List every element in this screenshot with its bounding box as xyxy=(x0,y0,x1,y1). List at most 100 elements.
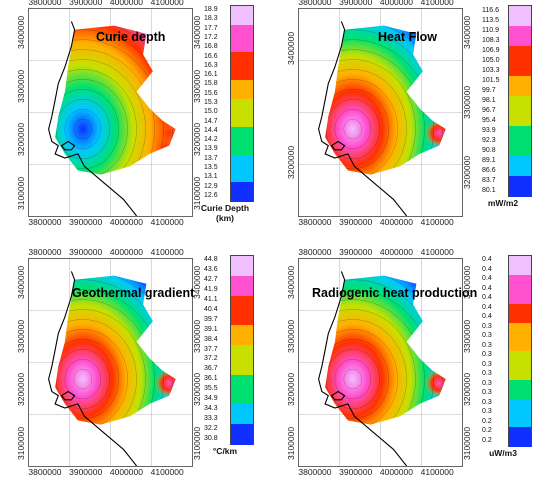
colorbar xyxy=(508,5,532,197)
map-frame xyxy=(298,258,463,467)
x-tick-label-bottom: 4000000 xyxy=(379,217,413,227)
colorbar-band xyxy=(231,61,253,72)
colorbar-band xyxy=(509,15,531,27)
colorbar-band xyxy=(509,36,531,47)
contour-line xyxy=(325,69,407,175)
island-outline xyxy=(330,390,346,401)
contour-line xyxy=(55,319,137,425)
colorbar-label: 15.3 xyxy=(204,99,218,106)
y-tick-label-right: 3400000 xyxy=(462,265,472,299)
contour-line xyxy=(325,49,425,175)
colorbar-band xyxy=(509,398,531,409)
colorbar-band xyxy=(231,394,253,405)
colorbar-band xyxy=(231,315,253,326)
colorbar-band xyxy=(231,275,253,287)
y-tick-label-left: 3400000 xyxy=(16,265,26,299)
contour-line xyxy=(325,29,443,175)
y-tick-label-right: 3300000 xyxy=(462,85,472,120)
y-tick-label-left: 3200000 xyxy=(286,146,296,180)
x-tick-label-bottom: 3800000 xyxy=(298,217,332,227)
colorbar-label: 105.0 xyxy=(482,56,500,64)
contour-line xyxy=(55,49,155,175)
colorbar-label: 103.3 xyxy=(482,66,500,74)
colorbar-band xyxy=(231,33,253,44)
coastline xyxy=(48,21,138,216)
colorbar-label: 86.6 xyxy=(482,166,496,174)
contour-line xyxy=(55,309,146,425)
colorbar-label: 12.9 xyxy=(204,182,218,190)
colorbar-label: 13.9 xyxy=(204,145,218,153)
colorbar-label: 108.3 xyxy=(482,36,500,44)
colorbar-band xyxy=(509,56,531,67)
contour-line xyxy=(55,339,119,420)
colorbar-label: 0.2 xyxy=(482,417,492,425)
x-tick-label-bottom: 3900000 xyxy=(339,217,373,227)
colorbar-label: 37.2 xyxy=(204,355,218,363)
colorbar-label: 0.3 xyxy=(482,370,492,378)
contour-line xyxy=(55,289,164,425)
colorbar-band xyxy=(231,335,253,346)
x-tick-label-bottom: 4000000 xyxy=(379,467,413,477)
contour-line xyxy=(55,299,155,425)
contour-line xyxy=(325,309,416,425)
x-tick-label-bottom: 3900000 xyxy=(339,467,373,477)
contour-line xyxy=(325,279,443,425)
colorbar-label: 99.7 xyxy=(482,86,496,94)
colorbar-unit: Curie Depth (km) xyxy=(200,203,250,223)
colorbar-band xyxy=(509,351,531,362)
colorbar-band xyxy=(231,414,253,425)
x-tick-label-top: 3800000 xyxy=(28,0,62,7)
colorbar-band xyxy=(509,436,531,447)
colorbar-label: 15.0 xyxy=(204,108,218,116)
contour-line xyxy=(55,329,128,425)
colorbar-band xyxy=(509,115,531,127)
contour-line xyxy=(64,108,101,150)
x-tick-label-bottom: 4000000 xyxy=(109,217,143,227)
colorbar-band xyxy=(509,408,531,419)
colorbar xyxy=(230,255,254,445)
colorbar-label: 98.1 xyxy=(482,96,496,104)
colorbar-label: 116.6 xyxy=(482,6,499,14)
colorbar-band xyxy=(231,89,253,100)
colorbar-band xyxy=(231,434,253,445)
island-outline xyxy=(60,140,76,151)
colorbar-label: 14.7 xyxy=(204,117,218,125)
colorbar-label: 40.4 xyxy=(204,305,218,313)
coastline xyxy=(48,271,138,466)
colorbar-label: 18.9 xyxy=(204,6,218,14)
contour-line xyxy=(343,368,362,390)
x-tick-label-bottom: 3900000 xyxy=(69,217,103,227)
colorbar-band xyxy=(231,98,253,109)
colorbar-band xyxy=(231,126,253,137)
colorbar-label: 0.4 xyxy=(482,256,492,264)
map-title: Radiogenic heat production xyxy=(312,286,478,300)
colorbar-band xyxy=(231,154,253,165)
colorbar-label: 16.8 xyxy=(204,43,218,51)
y-tick-label-left: 3400000 xyxy=(286,32,296,66)
colorbar-label: 14.4 xyxy=(204,126,218,134)
colorbar xyxy=(230,5,254,202)
y-tick-label-left: 3100000 xyxy=(286,427,296,461)
contour-line xyxy=(343,118,362,140)
contour-line xyxy=(325,339,389,420)
coastline xyxy=(318,21,408,216)
colorbar-label: 0.3 xyxy=(482,360,492,368)
colorbar-label: 34.3 xyxy=(204,404,218,412)
x-tick-label-top: 3800000 xyxy=(28,247,62,257)
colorbar-unit: mW/m2 xyxy=(487,198,519,208)
colorbar-unit: uW/m3 xyxy=(489,448,517,458)
colorbar-label: 14.2 xyxy=(204,136,218,144)
contour-line xyxy=(55,279,173,425)
colorbar-label: 101.5 xyxy=(482,76,500,84)
colorbar-band xyxy=(509,26,531,37)
colorbar-band xyxy=(231,384,253,396)
colorbar-label: 113.5 xyxy=(482,16,499,24)
y-tick-label-right: 3400000 xyxy=(462,15,472,49)
colorbar-band xyxy=(231,108,253,118)
colorbar-band xyxy=(509,66,531,77)
contour-line xyxy=(73,118,92,140)
contour-line xyxy=(55,29,173,175)
colorbar-band xyxy=(231,173,253,183)
x-tick-label-top: 4100000 xyxy=(150,247,184,257)
colorbar-band xyxy=(231,424,253,435)
